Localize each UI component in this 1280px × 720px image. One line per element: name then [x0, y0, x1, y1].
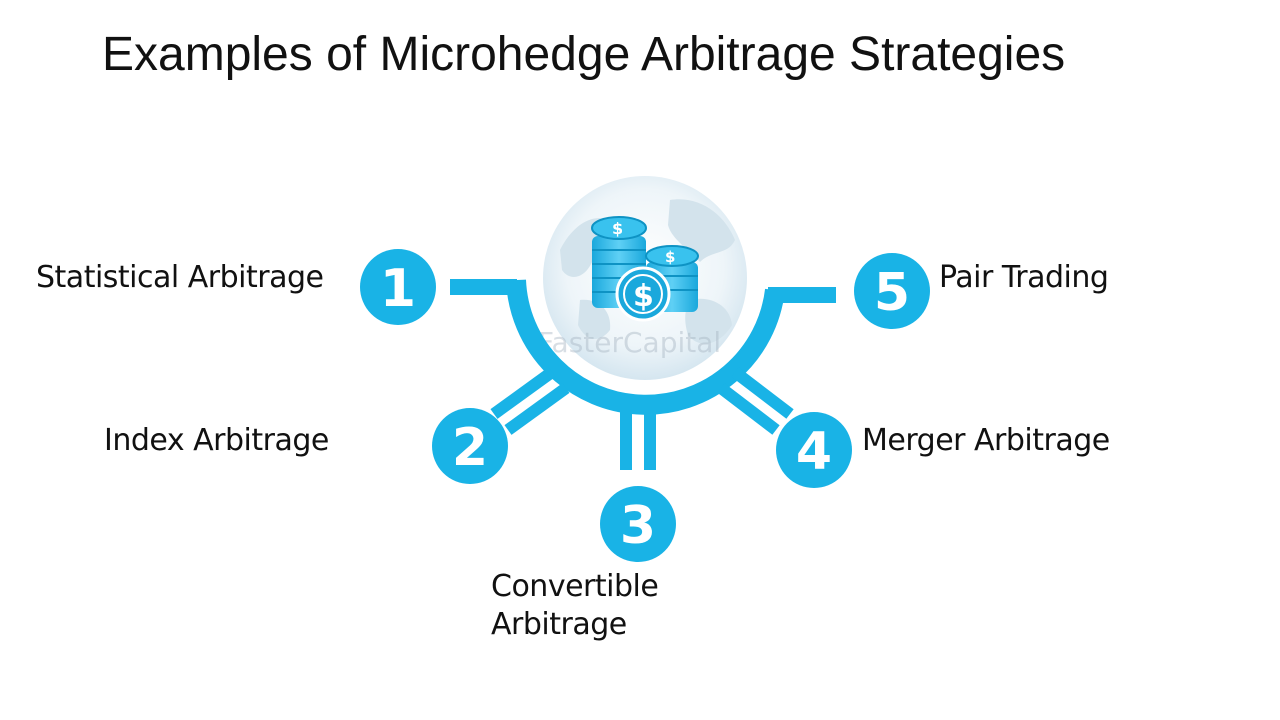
badge-4: 4: [776, 412, 852, 488]
badge-5: 5: [854, 253, 930, 329]
strategy-label-statistical-arbitrage: Statistical Arbitrage: [36, 260, 324, 295]
svg-text:$: $: [633, 279, 654, 314]
badge-2-number: 2: [452, 418, 488, 478]
svg-text:$: $: [665, 248, 675, 266]
connector-lines: [450, 279, 836, 470]
svg-text:$: $: [612, 219, 623, 238]
page-title: Examples of Microhedge Arbitrage Strateg…: [102, 28, 1066, 81]
badge-5-number: 5: [874, 263, 910, 323]
strategy-label-convertible-line1: Convertible: [491, 569, 659, 604]
strategy-label-convertible-arbitrage: Convertible Arbitrage: [491, 568, 659, 644]
badge-1-number: 1: [380, 259, 416, 319]
strategy-label-pair-trading: Pair Trading: [939, 260, 1109, 295]
badge-1: 1: [360, 249, 436, 325]
watermark: FasterCapital: [538, 326, 721, 359]
dollar-coin-icon: $: [615, 266, 671, 322]
strategy-label-convertible-line2: Arbitrage: [491, 607, 627, 642]
strategy-label-merger-arbitrage: Merger Arbitrage: [862, 423, 1110, 458]
badge-3: 3: [600, 486, 676, 562]
badge-2: 2: [432, 408, 508, 484]
badge-4-number: 4: [796, 422, 832, 482]
badge-3-number: 3: [620, 496, 656, 556]
strategy-label-index-arbitrage: Index Arbitrage: [104, 423, 329, 458]
